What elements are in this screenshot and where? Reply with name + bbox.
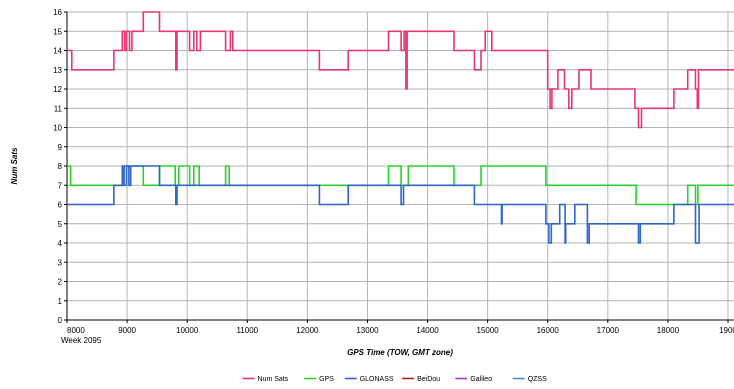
y-tick-label: 14 xyxy=(53,47,62,56)
legend-label: BeiDou xyxy=(417,376,440,383)
x-tick-label: 13000 xyxy=(356,326,379,335)
y-tick-label: 7 xyxy=(58,181,63,190)
y-tick-label: 4 xyxy=(58,239,63,248)
y-tick-label: 15 xyxy=(53,27,62,36)
x-tick-label: 12000 xyxy=(296,326,319,335)
x-tick-label: 17000 xyxy=(597,326,620,335)
x-tick-label: 14000 xyxy=(416,326,439,335)
x-axis-label: GPS Time (TOW, GMT zone) xyxy=(347,348,453,357)
y-tick-label: 16 xyxy=(53,8,62,17)
x-sub-label: Week 2095 xyxy=(61,336,102,345)
y-tick-label: 9 xyxy=(58,143,63,152)
y-axis-label: Num Sats xyxy=(10,147,19,184)
y-tick-label: 10 xyxy=(53,124,62,133)
legend-label: QZSS xyxy=(528,376,547,383)
series-line-num-sats xyxy=(67,11,734,129)
legend-label: Num Sats xyxy=(258,376,289,383)
legend-label: Galileo xyxy=(470,376,492,383)
x-tick-label: 18000 xyxy=(657,326,680,335)
x-tick-label: 1900 xyxy=(719,326,734,335)
y-tick-label: 1 xyxy=(58,297,63,306)
y-tick-label: 12 xyxy=(53,85,62,94)
x-tick-label: 9000 xyxy=(118,326,136,335)
x-tick-label: 15000 xyxy=(477,326,500,335)
series-line-glonass xyxy=(67,165,734,244)
y-tick-label: 13 xyxy=(53,66,62,75)
y-tick-label: 3 xyxy=(58,258,63,267)
x-tick-label: 16000 xyxy=(537,326,560,335)
legend-label: GLONASS xyxy=(360,376,394,383)
x-tick-label: 11000 xyxy=(236,326,258,335)
legend-label: GPS xyxy=(319,376,334,383)
y-tick-label: 0 xyxy=(58,316,63,325)
x-tick-label: 10000 xyxy=(176,326,199,335)
y-tick-label: 6 xyxy=(58,201,63,210)
y-tick-label: 11 xyxy=(54,104,63,113)
y-tick-label: 2 xyxy=(58,278,63,287)
y-tick-label: 8 xyxy=(58,162,63,171)
y-tick-label: 5 xyxy=(58,220,63,229)
x-tick-label: 8000 xyxy=(67,326,85,335)
